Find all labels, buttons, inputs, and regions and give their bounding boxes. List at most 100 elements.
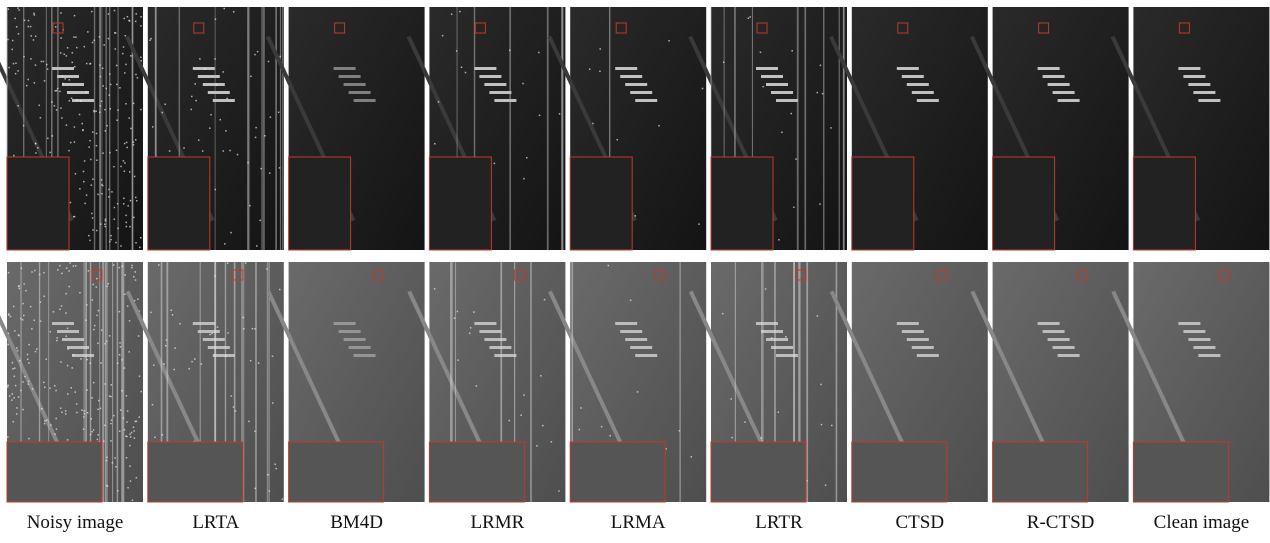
- speckle: [125, 215, 127, 217]
- speckle: [123, 203, 125, 205]
- speckle: [14, 376, 16, 378]
- speckle: [105, 130, 107, 132]
- building: [1048, 83, 1070, 86]
- speckle: [107, 283, 109, 285]
- speckle: [95, 110, 97, 112]
- speckle: [254, 431, 256, 433]
- speckle: [86, 304, 88, 306]
- zoom-inset: [148, 157, 210, 250]
- speckle: [245, 262, 247, 264]
- speckle: [27, 358, 29, 360]
- speckle: [272, 402, 274, 404]
- building: [620, 75, 642, 78]
- speckle: [18, 396, 20, 398]
- speckle: [35, 143, 37, 145]
- column-caption: LRMR: [470, 512, 524, 533]
- speckle: [116, 65, 118, 67]
- speckle: [91, 213, 93, 215]
- speckle: [121, 390, 123, 392]
- image-panel: [547, 7, 706, 250]
- building: [354, 354, 376, 357]
- speckle: [9, 395, 11, 397]
- speckle: [580, 407, 582, 409]
- speckle: [108, 13, 110, 15]
- speckle: [90, 434, 92, 436]
- speckle: [67, 365, 69, 367]
- speckle: [31, 328, 32, 330]
- speckle: [73, 36, 75, 38]
- speckle: [14, 367, 16, 369]
- speckle: [254, 488, 256, 490]
- speckle: [609, 435, 611, 437]
- speckle: [28, 380, 30, 382]
- speckle: [17, 70, 19, 72]
- speckle: [28, 20, 30, 22]
- speckle: [91, 11, 93, 13]
- building: [625, 83, 647, 86]
- speckle: [172, 314, 174, 316]
- building: [897, 67, 919, 70]
- zoom-inset: [570, 157, 632, 250]
- speckle: [43, 382, 45, 384]
- speckle: [820, 384, 822, 386]
- speckle: [702, 88, 704, 90]
- speckle: [83, 181, 85, 183]
- speckle: [8, 333, 10, 335]
- building: [1178, 322, 1200, 325]
- speckle: [255, 137, 257, 139]
- speckle: [223, 150, 225, 152]
- speckle: [136, 477, 138, 479]
- speckle: [8, 67, 10, 69]
- speckle: [85, 319, 87, 321]
- speckle: [229, 150, 231, 152]
- building: [334, 322, 356, 325]
- speckle: [92, 217, 94, 219]
- speckle: [617, 139, 619, 141]
- speckle: [254, 54, 256, 56]
- speckle: [24, 376, 26, 378]
- speckle: [279, 167, 281, 169]
- speckle: [24, 20, 26, 22]
- speckle: [33, 13, 35, 15]
- speckle: [22, 303, 24, 305]
- speckle: [434, 143, 436, 145]
- speckle: [18, 33, 20, 35]
- speckle: [97, 434, 99, 436]
- speckle: [831, 425, 833, 427]
- speckle: [93, 429, 95, 431]
- speckle: [115, 32, 117, 34]
- speckle: [44, 420, 46, 422]
- speckle: [120, 245, 122, 247]
- speckle: [138, 335, 140, 337]
- speckle: [63, 54, 65, 56]
- building: [897, 322, 919, 325]
- speckle: [456, 50, 458, 52]
- building: [1193, 91, 1215, 94]
- speckle: [778, 239, 780, 241]
- speckle: [65, 335, 67, 337]
- speckle: [194, 83, 196, 85]
- speckle: [59, 265, 61, 267]
- building: [489, 91, 511, 94]
- speckle: [133, 427, 135, 429]
- speckle: [821, 424, 823, 426]
- speckle: [114, 457, 116, 459]
- speckle: [101, 193, 103, 195]
- speckle: [16, 413, 18, 415]
- building: [52, 67, 74, 70]
- speckle: [128, 117, 130, 119]
- speckle: [110, 235, 112, 237]
- speckle: [544, 299, 546, 301]
- speckle: [592, 123, 594, 125]
- speckle: [125, 64, 127, 66]
- speckle: [53, 311, 55, 313]
- speckle: [162, 434, 164, 436]
- speckle: [40, 320, 42, 322]
- speckle: [88, 235, 90, 237]
- speckle: [127, 305, 128, 307]
- speckle: [84, 160, 86, 162]
- speckle: [476, 385, 478, 387]
- speckle: [69, 79, 71, 81]
- speckle: [20, 318, 22, 320]
- speckle: [16, 347, 18, 349]
